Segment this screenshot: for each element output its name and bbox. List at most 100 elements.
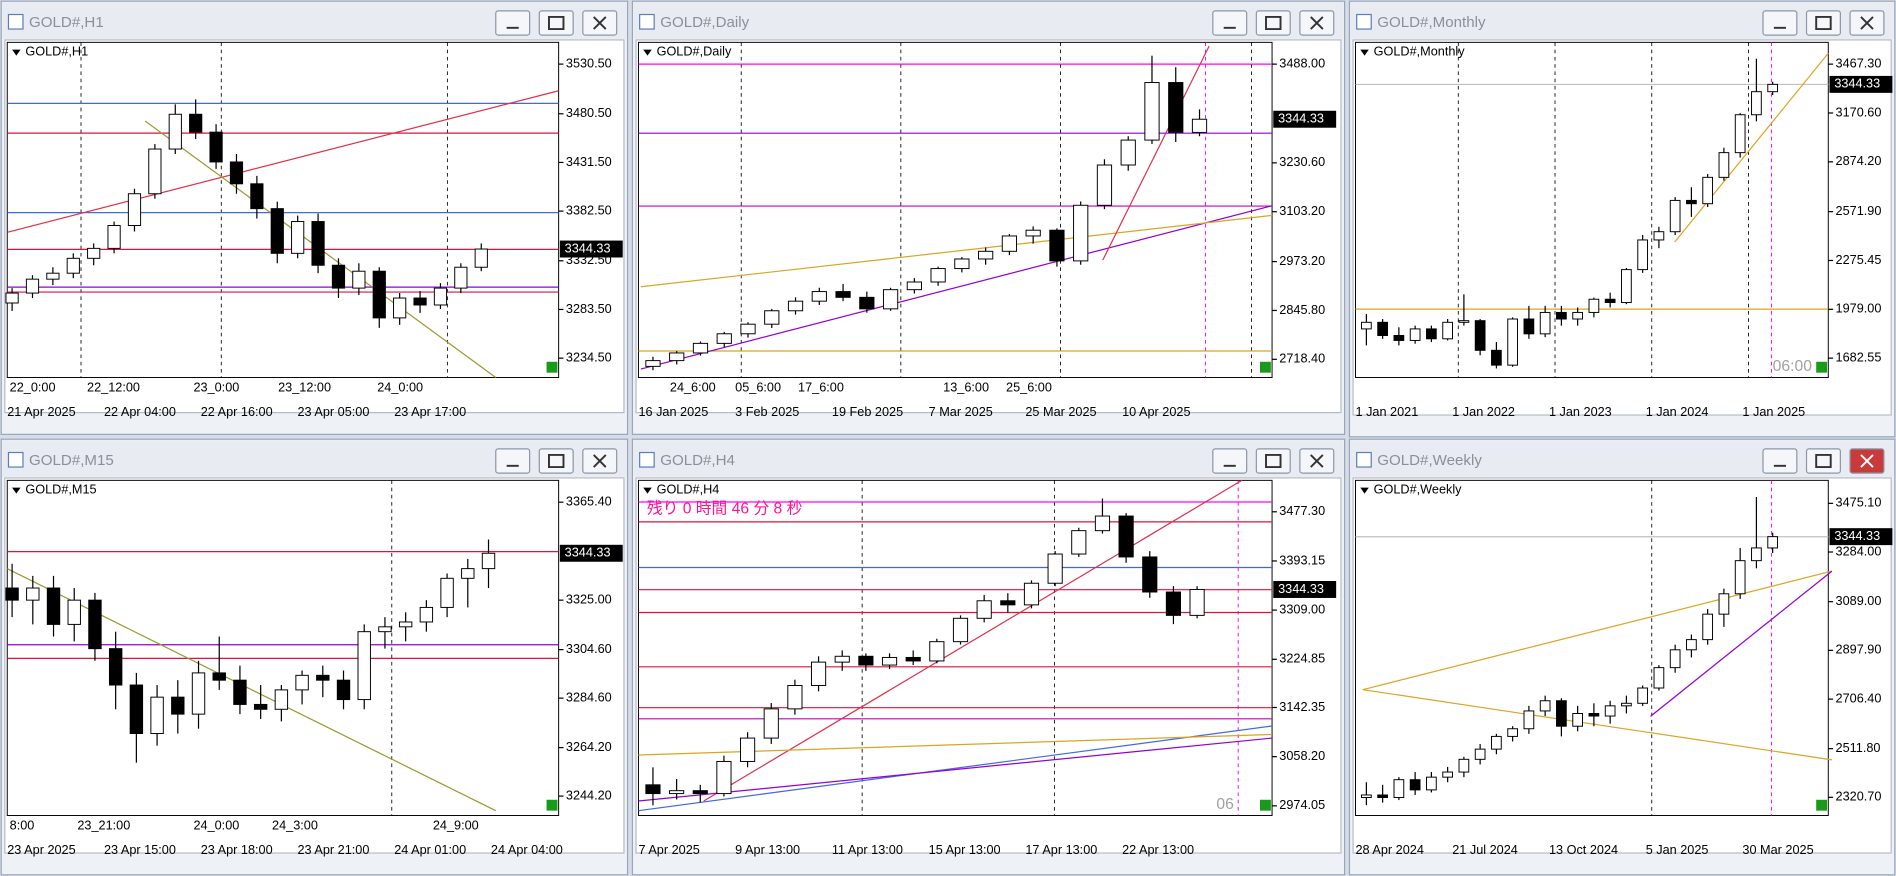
minimize-button-box[interactable] — [495, 448, 531, 474]
chart-label: GOLD#,Daily — [657, 44, 732, 58]
maximize-button-box[interactable] — [1255, 10, 1291, 36]
candle-body — [127, 193, 142, 227]
candle-body — [1165, 591, 1182, 616]
chart-label: GOLD#,Weekly — [1374, 482, 1463, 496]
minimize-button-box[interactable] — [1212, 448, 1248, 474]
title-bar — [1350, 440, 1894, 477]
minimize-button-box[interactable] — [1212, 10, 1248, 36]
candle-body — [929, 641, 945, 662]
close-button-glyph[interactable] — [593, 16, 607, 30]
maximize-button[interactable] — [1805, 10, 1841, 36]
separator-label: 24_9:00 — [433, 819, 479, 833]
close-button-glyph[interactable] — [1860, 454, 1874, 468]
y-tick-label: 3382.50 — [566, 203, 612, 217]
candle-body — [930, 268, 946, 283]
close-button[interactable] — [1849, 448, 1885, 474]
y-tick-label: 1682.55 — [1836, 350, 1882, 364]
maximize-button[interactable] — [538, 10, 574, 36]
maximize-button-glyph[interactable] — [1815, 15, 1832, 31]
maximize-button-box[interactable] — [1805, 10, 1841, 36]
minimize-button[interactable] — [1762, 10, 1798, 36]
maximize-button-glyph[interactable] — [548, 15, 565, 31]
candle-body — [952, 617, 969, 643]
separator-label: 13_6:00 — [943, 381, 989, 395]
candle-body — [645, 784, 661, 795]
maximize-button-box[interactable] — [1805, 448, 1841, 474]
minimize-button-box[interactable] — [1762, 448, 1798, 474]
time-label: 21 Apr 2025 — [7, 405, 75, 419]
time-label: 19 Feb 2025 — [832, 405, 903, 419]
y-tick-label: 2718.40 — [1279, 352, 1325, 366]
y-tick-label: 2320.70 — [1836, 790, 1882, 804]
candle-body — [835, 291, 851, 298]
candle-body — [1734, 560, 1746, 595]
close-button[interactable] — [1299, 10, 1335, 36]
candle-body — [645, 360, 661, 367]
minimize-button[interactable] — [1212, 10, 1248, 36]
maximize-button[interactable] — [1805, 448, 1841, 474]
candle-body — [1168, 82, 1184, 133]
trend-line — [1362, 570, 1833, 691]
candle-body — [88, 599, 102, 650]
maximize-button-glyph[interactable] — [1815, 453, 1832, 469]
plot-area — [6, 479, 560, 816]
candle-body — [882, 289, 899, 310]
minimize-button-box[interactable] — [1762, 10, 1798, 36]
timer-note: 06 — [1216, 796, 1234, 813]
candle-body — [1588, 298, 1600, 313]
candle-body — [1025, 229, 1041, 237]
minimize-button[interactable] — [495, 448, 531, 474]
maximize-button[interactable] — [1255, 10, 1291, 36]
price-tag — [1829, 75, 1893, 93]
chart-label: GOLD#,M15 — [25, 482, 96, 496]
maximize-button-glyph[interactable] — [548, 453, 565, 469]
maximize-button-box[interactable] — [538, 448, 574, 474]
candle-body — [66, 257, 80, 274]
close-button[interactable] — [582, 10, 618, 36]
candle-body — [1000, 600, 1016, 606]
maximize-button-box[interactable] — [1255, 448, 1291, 474]
maximize-button[interactable] — [1255, 448, 1291, 474]
candle-body — [978, 250, 994, 260]
close-button[interactable] — [582, 448, 618, 474]
close-button[interactable] — [1299, 448, 1335, 474]
close-button[interactable] — [1849, 10, 1885, 36]
minimize-button[interactable] — [495, 10, 531, 36]
candle-body — [1653, 231, 1665, 241]
price-tag-label: 3344.33 — [1278, 112, 1324, 126]
candle-body — [25, 278, 40, 294]
candle-body — [1409, 328, 1421, 341]
window-icon — [1356, 13, 1372, 30]
chart-window: GOLD#,Weekly 3475.10 3284.00 3089.00 2897.90… — [1348, 438, 1896, 876]
candle-body — [274, 689, 289, 710]
maximize-button-glyph[interactable] — [1265, 15, 1282, 31]
close-button-glyph[interactable] — [1310, 16, 1324, 30]
candle-body — [378, 626, 392, 633]
maximize-button-glyph[interactable] — [1265, 453, 1282, 469]
close-button-glyph[interactable] — [1310, 454, 1324, 468]
maximize-button-box[interactable] — [538, 10, 574, 36]
y-tick-label: 2511.80 — [1836, 741, 1881, 755]
close-button-glyph[interactable] — [1860, 16, 1874, 30]
countdown: 残り 0 時間 46 分 8 秒 — [647, 500, 802, 518]
minimize-button[interactable] — [1762, 448, 1798, 474]
candle-body — [1442, 321, 1453, 340]
label-arrow — [12, 487, 21, 494]
candle-body — [1120, 139, 1136, 166]
chart-area — [1352, 39, 1892, 416]
minimize-button-box[interactable] — [495, 10, 531, 36]
candle-body — [1718, 593, 1730, 615]
chart-window: GOLD#,H4 3477.30 3393.15 3309.00 3224.85 3142… — [631, 438, 1346, 876]
candle-body — [692, 790, 708, 795]
price-tag — [559, 240, 623, 258]
y-tick-label: 3475.10 — [1836, 496, 1882, 510]
candle-body — [763, 708, 779, 739]
candle-body — [1507, 318, 1518, 366]
maximize-button[interactable] — [538, 448, 574, 474]
close-button-glyph[interactable] — [593, 454, 607, 468]
time-label: 15 Apr 13:00 — [929, 843, 1001, 857]
candle-body — [191, 672, 206, 715]
time-label: 23 Apr 15:00 — [104, 843, 176, 857]
minimize-button[interactable] — [1212, 448, 1248, 474]
